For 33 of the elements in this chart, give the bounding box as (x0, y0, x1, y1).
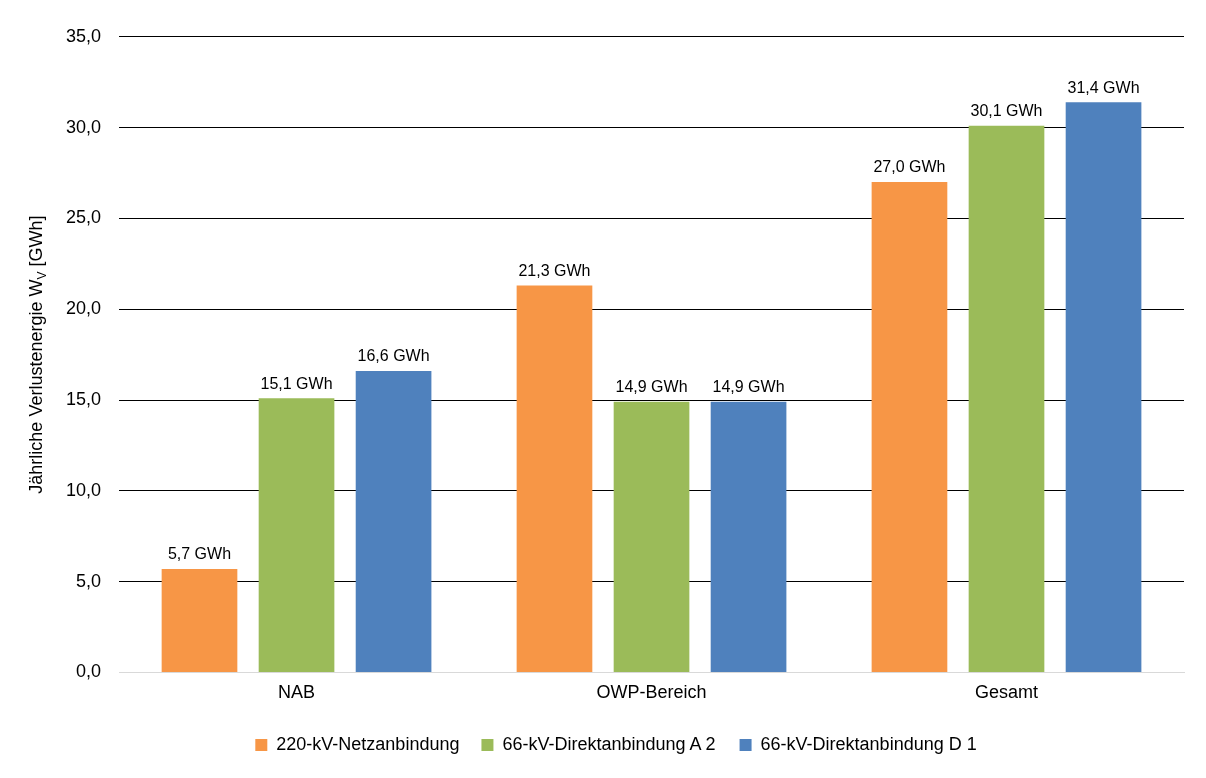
bar (710, 401, 787, 672)
legend-label: 220-kV-Netzanbindung (276, 733, 460, 754)
data-label: 14,9 GWh (712, 378, 785, 396)
y-tick-label: 0,0 (76, 661, 102, 682)
legend-label: 66-kV-Direktanbindung D 1 (760, 733, 977, 754)
data-label: 30,1 GWh (970, 102, 1043, 120)
legend-label: 66-kV-Direktanbindung A 2 (502, 733, 716, 754)
data-label: 21,3 GWh (518, 262, 591, 279)
x-tick-label: NAB (278, 682, 316, 703)
x-tick-label: Gesamt (974, 682, 1039, 703)
y-tick-label: 5,0 (76, 570, 102, 591)
data-label: 27,0 GWh (873, 158, 946, 176)
y-tick-label: 15,0 (65, 388, 102, 409)
data-label: 15,1 GWh (260, 374, 333, 392)
bar (871, 182, 948, 672)
bar (258, 398, 335, 672)
y-axis-title: Jährliche Verlustenergie WV [GWh] (26, 215, 49, 494)
bar (613, 401, 690, 672)
data-label: 16,6 GWh (357, 347, 430, 365)
y-tick-label: 25,0 (65, 207, 102, 228)
bar (161, 568, 238, 672)
data-label: 5,7 GWh (167, 545, 232, 563)
bar (1065, 102, 1142, 672)
bar (968, 125, 1045, 672)
y-tick-label: 30,0 (65, 116, 102, 137)
bar (355, 370, 432, 672)
bar (516, 285, 593, 672)
x-tick-label: OWP-Bereich (596, 682, 707, 703)
y-tick-label: 35,0 (65, 25, 102, 46)
data-label: 14,9 GWh (615, 378, 688, 396)
data-label: 31,4 GWh (1067, 78, 1140, 96)
y-tick-label: 10,0 (65, 479, 102, 500)
y-tick-label: 20,0 (65, 298, 102, 319)
